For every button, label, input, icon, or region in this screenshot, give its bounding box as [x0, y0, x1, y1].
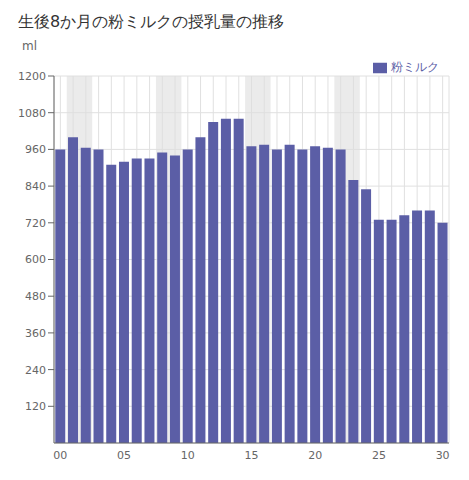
- svg-text:360: 360: [25, 327, 46, 340]
- svg-text:120: 120: [25, 400, 46, 413]
- svg-text:1200: 1200: [18, 70, 46, 83]
- html-text:生後8か月の粉ミルクの授乳量の推移: 生後8か月の粉ミルクの授乳量の推移: [18, 12, 285, 31]
- svg-text:20: 20: [308, 449, 322, 462]
- svg-text:25: 25: [372, 449, 386, 462]
- svg-text:10: 10: [181, 449, 195, 462]
- html-text:ml: ml: [22, 39, 37, 53]
- svg-text:05: 05: [117, 449, 131, 462]
- html-text:粉ミルク: 粉ミルク: [391, 60, 439, 74]
- svg-text:1080: 1080: [18, 107, 46, 120]
- svg-text:600: 600: [25, 253, 46, 266]
- svg-text:00: 00: [53, 449, 67, 462]
- svg-text:480: 480: [25, 290, 46, 303]
- svg-text:240: 240: [25, 364, 46, 377]
- svg-text:720: 720: [25, 217, 46, 230]
- svg-text:15: 15: [245, 449, 259, 462]
- svg-text:30: 30: [436, 449, 450, 462]
- svg-text:960: 960: [25, 143, 46, 156]
- svg-text:840: 840: [25, 180, 46, 193]
